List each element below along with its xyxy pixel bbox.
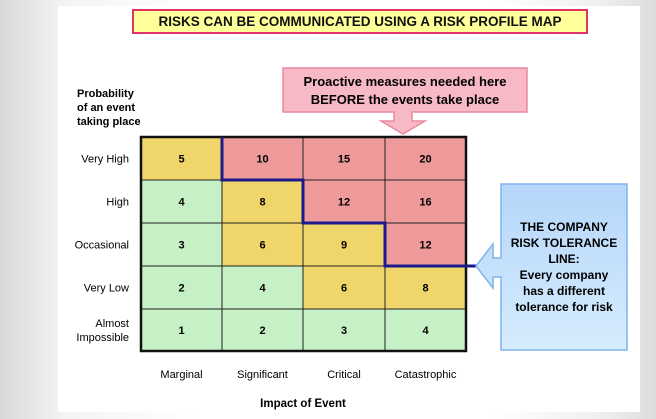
risk-score: 16	[419, 197, 431, 209]
left-arrow-callout-shape	[475, 183, 628, 351]
risk-cell	[302, 222, 386, 267]
side-callout: THE COMPANY RISK TOLERANCE LINE: Every comp…	[475, 183, 628, 351]
risk-score: 4	[178, 197, 185, 209]
row-label: Impossible	[76, 332, 129, 344]
column-labels: Marginal Significant Critical Catastrophic	[160, 369, 456, 381]
risk-cell	[221, 222, 304, 267]
row-label: High	[106, 197, 129, 209]
side-callout-line: THE COMPANY	[520, 220, 608, 234]
title-box	[132, 9, 588, 34]
row-label: Very Low	[84, 283, 129, 295]
risk-score: 6	[341, 283, 347, 295]
risk-score: 3	[341, 325, 347, 337]
risk-cell	[140, 265, 223, 310]
risk-score: 1	[178, 325, 184, 337]
risk-score: 3	[178, 240, 184, 252]
grid-border	[139, 135, 468, 353]
risk-score: 10	[256, 154, 268, 166]
row-labels: Very High High Occasional Very Low Almost Imp…	[75, 154, 129, 345]
risk-cell	[384, 179, 467, 224]
column-label: Significant	[237, 369, 288, 381]
risk-cell	[221, 308, 304, 352]
risk-cell	[302, 179, 386, 224]
risk-score: 5	[178, 154, 184, 166]
row-label: Occasional	[75, 240, 129, 252]
risk-tolerance-line	[220, 137, 476, 268]
row-label: Very High	[81, 154, 129, 166]
x-axis-label: Impact of Event	[260, 398, 346, 410]
risk-cell	[221, 265, 304, 310]
side-callout-line: Every company	[520, 268, 609, 282]
risk-cell	[140, 179, 223, 224]
side-callout-line: tolerance for risk	[515, 300, 613, 314]
risk-score: 9	[341, 240, 347, 252]
y-axis-label-line: Probability	[77, 88, 135, 100]
column-label: Marginal	[160, 369, 202, 381]
risk-score: 15	[338, 154, 350, 166]
top-callout-line: Proactive measures needed here	[303, 74, 506, 89]
risk-score: 12	[419, 240, 431, 252]
side-callout-line: RISK TOLERANCE	[511, 236, 617, 250]
risk-score: 6	[259, 240, 265, 252]
risk-score: 8	[422, 283, 428, 295]
risk-grid: 5 10 15 204 8 12 163 6 9 122 4 6 81 2 3 4	[139, 135, 468, 353]
side-callout-line: has a different	[523, 284, 605, 298]
row-label: Almost	[95, 318, 129, 330]
risk-score: 20	[419, 154, 431, 166]
risk-score: 8	[259, 197, 265, 209]
risk-score: 2	[178, 283, 184, 295]
risk-score: 4	[422, 325, 429, 337]
risk-cell	[140, 308, 223, 352]
side-callout-line: LINE:	[548, 252, 579, 266]
down-arrow-callout-shape	[282, 67, 528, 135]
column-label: Catastrophic	[395, 369, 457, 381]
risk-cell	[221, 179, 304, 224]
risk-score: 4	[259, 283, 266, 295]
top-callout: Proactive measures needed here BEFORE th…	[282, 67, 528, 135]
column-label: Critical	[327, 369, 361, 381]
risk-score: 12	[338, 197, 350, 209]
y-axis-label-line: taking place	[77, 116, 141, 128]
top-callout-line: BEFORE the events take place	[311, 92, 500, 107]
risk-cell	[384, 222, 467, 267]
title: RISKS CAN BE COMMUNICATED USING A RISK P…	[158, 14, 561, 29]
y-axis-label: Probability of an event taking place	[77, 88, 141, 128]
y-axis-label-line: of an event	[77, 102, 135, 114]
risk-score: 2	[259, 325, 265, 337]
